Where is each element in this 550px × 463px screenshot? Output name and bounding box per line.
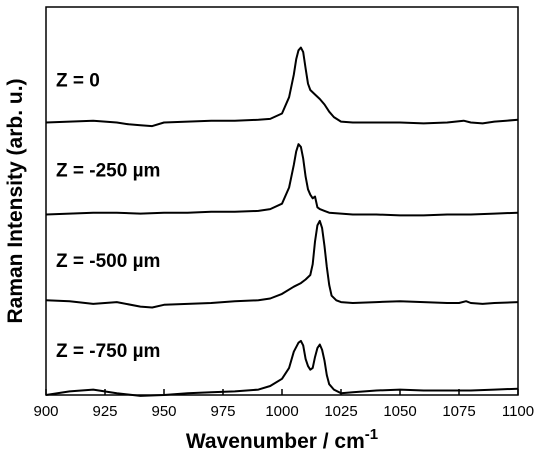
x-tick-label: 1075 [442,403,475,420]
plot-frame [45,6,519,396]
x-tick-label: 1025 [324,403,357,420]
x-axis-title-superscript: -1 [365,426,378,443]
x-tick-label: 1050 [383,403,416,420]
series-labels: Z = 0 Z = -250 µm Z = -500 µm Z = -750 µm [56,70,160,362]
series-label: Z = 0 [56,70,100,91]
series-label: Z = -750 µm [56,341,160,362]
series-label: Z = -500 µm [56,251,160,272]
x-tick-label: 1000 [265,403,298,420]
x-tick-label: 950 [151,403,176,420]
y-axis-title: Raman Intensity (arb. u.) [4,78,27,323]
x-tick-label: 900 [33,403,58,420]
x-axis-title: Wavenumber / cm-1 [186,426,378,453]
x-tick-label: 925 [92,403,117,420]
x-axis-ticks: 900 925 950 975 1000 1025 1050 1075 1100 [33,389,534,420]
series-label: Z = -250 µm [56,161,160,182]
series-line [45,219,519,309]
series-line [45,143,519,217]
series-line [45,339,519,397]
x-tick-label: 975 [210,403,235,420]
series-traces [45,46,519,397]
x-tick-label: 1100 [502,403,534,420]
x-axis-title-text: Wavenumber / cm [186,430,365,453]
series-line [45,46,519,128]
